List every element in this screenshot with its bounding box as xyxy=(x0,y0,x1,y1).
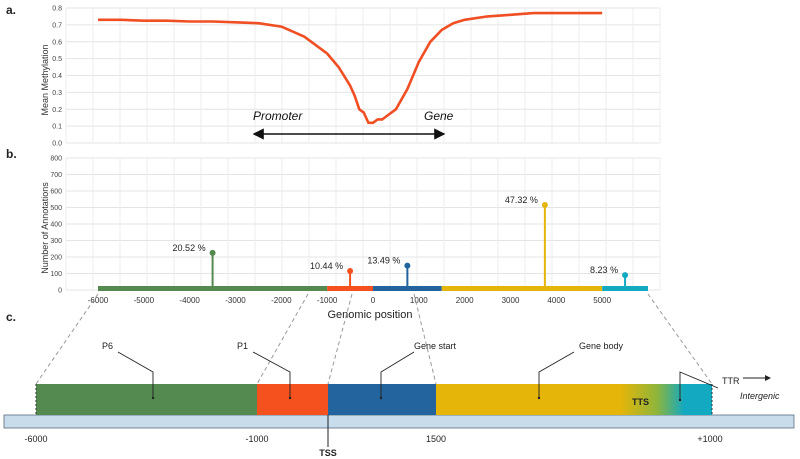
chart-a-y-tick-label: 0.4 xyxy=(52,73,62,80)
scale-tick-1500: 1500 xyxy=(426,434,446,444)
region-callouts xyxy=(117,351,719,400)
region-block-gene-body xyxy=(436,384,620,415)
lollipop-head xyxy=(541,202,548,209)
chart-b-x-tick-label: 1000 xyxy=(410,296,428,305)
chart-b-gridlines xyxy=(65,157,661,291)
chart-b-x-tick-label: 4000 xyxy=(547,296,565,305)
chart-b-x-ticks: -6000 -5000 -4000 -3000 -2000 -1000 0 1000 2000 3… xyxy=(88,296,612,305)
chart-b-y-tick-label: 100 xyxy=(50,271,62,278)
chart-b-x-tick-label: -6000 xyxy=(88,296,109,305)
lollipop-head xyxy=(209,249,216,256)
annotation-lollipop-chart: 0 100 200 300 400 500 600 700 800 Number of Anno… xyxy=(40,156,661,321)
genomic-segment xyxy=(373,286,442,291)
region-block-p1 xyxy=(257,384,328,415)
chart-a-y-tick-label: 0.1 xyxy=(52,124,62,131)
chart-a-y-tick-label: 0.7 xyxy=(52,22,62,29)
lollipop-percent-label: 20.52 % xyxy=(173,243,206,253)
chart-a-y-ticks: 0.0 0.1 0.2 0.3 0.4 0.5 0.6 0.7 0.8 xyxy=(52,6,62,148)
region-label-gene-start: Gene start xyxy=(414,341,457,351)
methylation-series-line xyxy=(98,11,603,125)
genomic-segment xyxy=(98,286,328,291)
chart-b-y-tick-label: 600 xyxy=(50,189,62,196)
chart-a-y-tick-label: 0.0 xyxy=(52,141,62,148)
scale-tick-minus-6000: -6000 xyxy=(24,434,47,444)
panel-label-b: b. xyxy=(6,147,17,161)
chart-b-y-tick-label: 700 xyxy=(50,172,62,179)
chart-b-y-tick-label: 200 xyxy=(50,255,62,262)
lollipop-percent-label: 47.32 % xyxy=(505,195,538,205)
chart-b-x-tick-label: -3000 xyxy=(225,296,246,305)
chart-b-y-tick-label: 300 xyxy=(50,238,62,245)
chart-a-y-tick-label: 0.6 xyxy=(52,39,62,46)
chart-b-x-tick-label: -5000 xyxy=(134,296,155,305)
chart-b-x-tick-label: 0 xyxy=(371,296,376,305)
gene-region-schematic: TTS P6 P1 Gene start Gene body TTR Inter… xyxy=(3,293,795,458)
scale-tick-plus-1000: +1000 xyxy=(697,434,722,444)
tts-label: TTS xyxy=(632,397,649,407)
lollipop-head xyxy=(622,272,629,279)
chart-b-y-axis-title: Number of Annotations xyxy=(40,182,50,274)
lollipop-head xyxy=(347,268,354,275)
annotation-promoter: Promoter xyxy=(253,109,303,123)
chart-a-y-tick-label: 0.3 xyxy=(52,90,62,97)
chart-b-x-axis-title: Genomic position xyxy=(328,309,413,321)
lollipop-head xyxy=(404,262,411,269)
methylation-line-chart: 0.0 0.1 0.2 0.3 0.4 0.5 0.6 0.7 0.8 Mean Methyla… xyxy=(40,6,661,148)
chart-a-y-tick-label: 0.8 xyxy=(52,6,62,13)
region-label-p6: P6 xyxy=(102,341,113,351)
region-block-gene-start xyxy=(328,384,436,415)
annotation-gene: Gene xyxy=(424,109,454,123)
region-label-gene-body: Gene body xyxy=(579,341,624,351)
scale-tick-minus-1000: -1000 xyxy=(245,434,268,444)
chart-b-x-tick-label: -4000 xyxy=(179,296,200,305)
chart-a-y-axis-title: Mean Methylation xyxy=(40,44,50,115)
region-label-ttr: TTR xyxy=(722,376,740,386)
chart-b-x-tick-label: -1000 xyxy=(317,296,338,305)
lollipop-percent-label: 8.23 % xyxy=(590,265,618,275)
chart-b-x-tick-label: 5000 xyxy=(593,296,611,305)
chart-b-y-tick-label: 400 xyxy=(50,222,62,229)
chart-b-x-tick-label: 2000 xyxy=(456,296,474,305)
region-block-ttr xyxy=(620,384,712,415)
intergenic-label: Intergenic xyxy=(740,391,780,401)
chart-b-y-ticks: 0 100 200 300 400 500 600 700 800 xyxy=(50,156,62,295)
chart-b-y-tick-label: 800 xyxy=(50,156,62,163)
lollipop-percent-label: 13.49 % xyxy=(367,256,400,266)
tss-label: TSS xyxy=(319,448,337,458)
panel-label-c: c. xyxy=(6,310,16,324)
region-label-p1: P1 xyxy=(237,341,248,351)
genome-baseline-bar xyxy=(3,414,795,429)
lollipop-percent-label: 10.44 % xyxy=(310,261,343,271)
projection-dashed-lines xyxy=(35,293,713,385)
chart-a-gridlines xyxy=(65,7,661,144)
chart-b-x-tick-label: -2000 xyxy=(271,296,292,305)
chart-b-y-tick-label: 500 xyxy=(50,205,62,212)
genomic-segment xyxy=(327,286,373,291)
chart-a-y-tick-label: 0.5 xyxy=(52,56,62,63)
lollipop-points: 20.52 % 10.44 % 13.49 % 47.32 % 8.23 % xyxy=(173,195,629,286)
callout-dots xyxy=(151,396,682,402)
chart-b-x-tick-label: 3000 xyxy=(502,296,520,305)
genomic-segment xyxy=(602,286,648,291)
genomic-segments-bar xyxy=(98,286,648,291)
chart-a-y-tick-label: 0.2 xyxy=(52,107,62,114)
genomic-segment xyxy=(441,286,603,291)
region-block-p6 xyxy=(36,384,257,415)
chart-b-y-tick-label: 0 xyxy=(58,288,62,295)
panel-label-a: a. xyxy=(6,3,16,17)
